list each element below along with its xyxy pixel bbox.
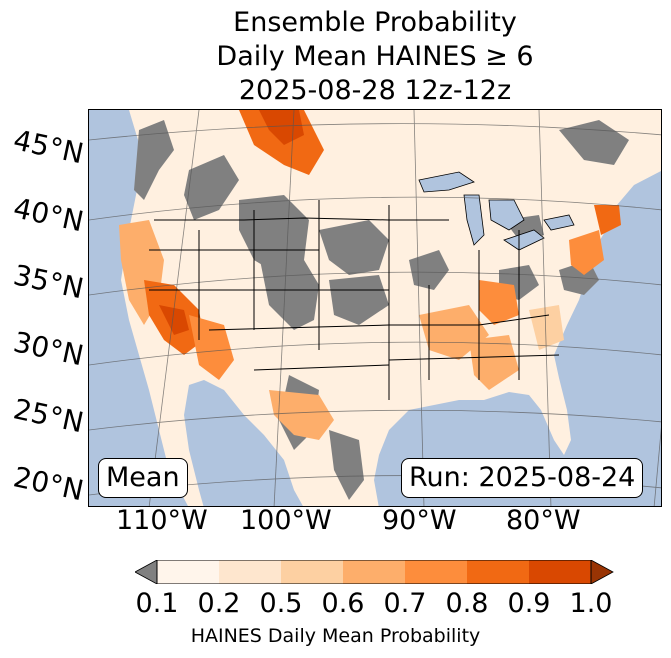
colorbar-tick: 0.5 [259, 588, 303, 619]
high-probability-areas [119, 110, 621, 440]
lat-label-40: 40°N [10, 191, 87, 239]
great-lakes [418, 171, 575, 251]
colorbar-tick: 0.6 [321, 588, 365, 619]
run-date-label: Run: 2025-08-24 [401, 458, 644, 498]
lon-label-90: 90°W [382, 505, 457, 536]
lat-label-45: 45°N [10, 123, 87, 171]
colorbar-bin-2 [219, 560, 281, 584]
lon-label-110: 110°W [116, 505, 208, 536]
colorbar-tick: 0.9 [507, 588, 551, 619]
colorbar-bin-5 [405, 560, 467, 584]
map-canvas [89, 110, 661, 506]
colorbar-under-arrow [135, 560, 158, 584]
mean-label: Mean [98, 458, 188, 498]
colorbar [135, 560, 614, 584]
colorbar-bin-6 [467, 560, 529, 584]
colorbar-tick: 0.1 [135, 588, 179, 619]
colorbar-tick: 0.8 [445, 588, 489, 619]
colorbar-over-arrow [590, 560, 614, 584]
colorbar-tick: 0.7 [383, 588, 427, 619]
lon-label-100: 100°W [240, 505, 332, 536]
colorbar-tick: 0.2 [197, 588, 241, 619]
state-borders [149, 200, 560, 400]
colorbar-bin-4 [343, 560, 405, 584]
lon-label-80: 80°W [506, 505, 581, 536]
lat-label-35: 35°N [10, 258, 87, 306]
colorbar-bin-3 [281, 560, 343, 584]
colorbar-bin-1 [157, 560, 219, 584]
colorbar-title: HAINES Daily Mean Probability [190, 625, 481, 647]
lat-label-30: 30°N [10, 325, 87, 373]
probability-map [88, 109, 662, 507]
lat-label-20: 20°N [10, 460, 87, 508]
lat-label-25: 25°N [10, 392, 87, 440]
chart-title-line3: 2025-08-28 12z-12z [238, 75, 512, 106]
colorbar-bin-7 [529, 560, 591, 584]
chart-title-line1: Ensemble Probability [233, 7, 517, 38]
colorbar-tick: 1.0 [569, 588, 613, 619]
chart-title-line2: Daily Mean HAINES ≥ 6 [216, 41, 534, 72]
